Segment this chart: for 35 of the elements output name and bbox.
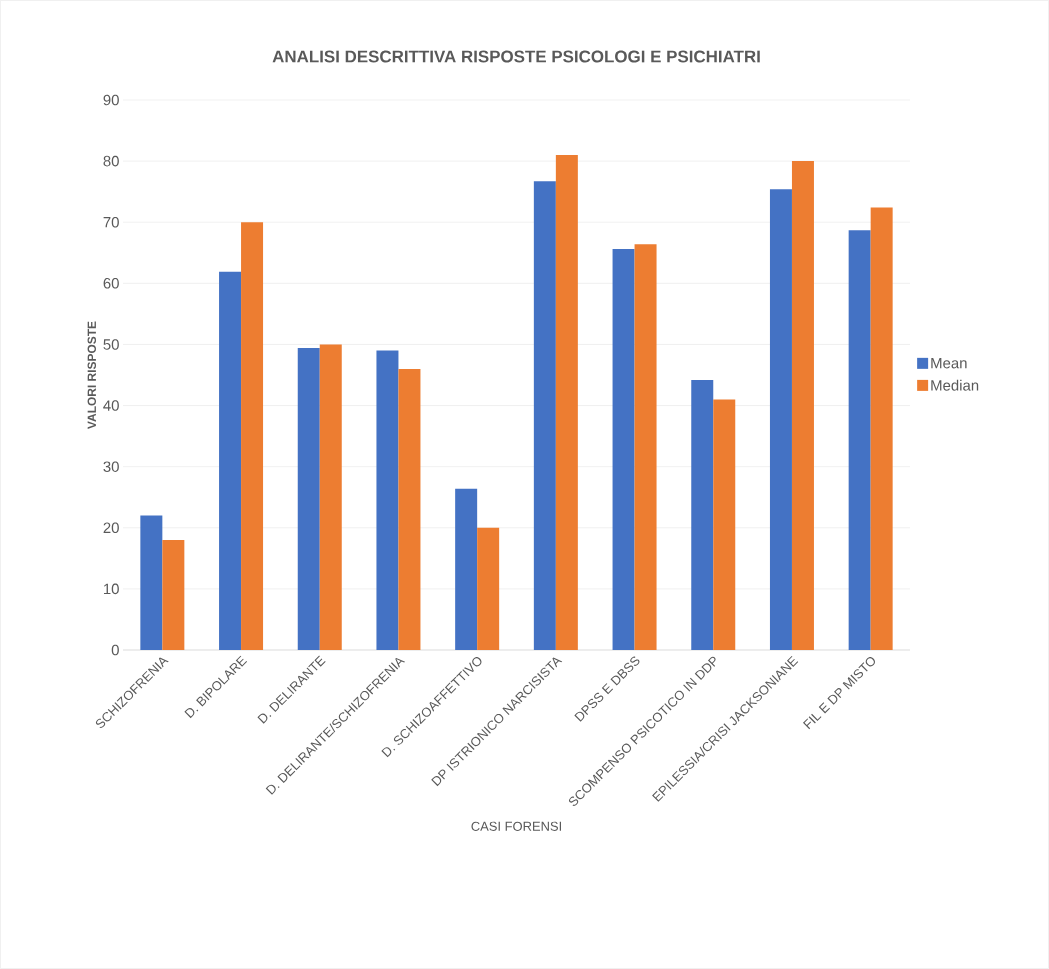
y-tick-label: 30 bbox=[103, 461, 119, 472]
bar bbox=[555, 155, 578, 650]
bar bbox=[398, 368, 421, 650]
bar bbox=[870, 207, 893, 650]
bar bbox=[140, 515, 163, 650]
y-tick-label: 0 bbox=[111, 644, 119, 656]
legend-label: Median bbox=[931, 379, 979, 391]
bar bbox=[612, 249, 635, 650]
bar bbox=[219, 271, 242, 650]
bar bbox=[241, 222, 264, 650]
y-tick-label: 50 bbox=[103, 339, 119, 350]
bar bbox=[791, 161, 814, 650]
bar bbox=[319, 344, 342, 650]
bar bbox=[769, 189, 792, 650]
y-tick-label: 90 bbox=[103, 94, 119, 106]
y-tick-label: 60 bbox=[103, 278, 119, 289]
bar bbox=[848, 230, 871, 650]
y-tick-label: 20 bbox=[103, 522, 119, 534]
bar bbox=[162, 540, 185, 650]
bar bbox=[634, 244, 657, 650]
bar bbox=[691, 379, 714, 650]
y-tick-label: 80 bbox=[103, 155, 119, 167]
bar bbox=[533, 181, 556, 650]
y-tick-label: 40 bbox=[103, 400, 119, 411]
bar bbox=[477, 527, 500, 650]
bar bbox=[713, 399, 736, 650]
bar bbox=[455, 488, 478, 650]
legend-label: Mean bbox=[931, 357, 967, 369]
bar bbox=[297, 348, 320, 650]
x-axis-title: CASI FORENSI bbox=[471, 821, 561, 831]
y-tick-label: 70 bbox=[103, 216, 119, 228]
y-axis-title: VALORI RISPOSTE bbox=[87, 321, 97, 429]
y-tick-label: 10 bbox=[104, 583, 119, 595]
chart-title: ANALISI DESCRITTIVA RISPOSTE PSICOLOGI E PSICHIATRI bbox=[272, 50, 760, 63]
bar bbox=[376, 350, 399, 650]
